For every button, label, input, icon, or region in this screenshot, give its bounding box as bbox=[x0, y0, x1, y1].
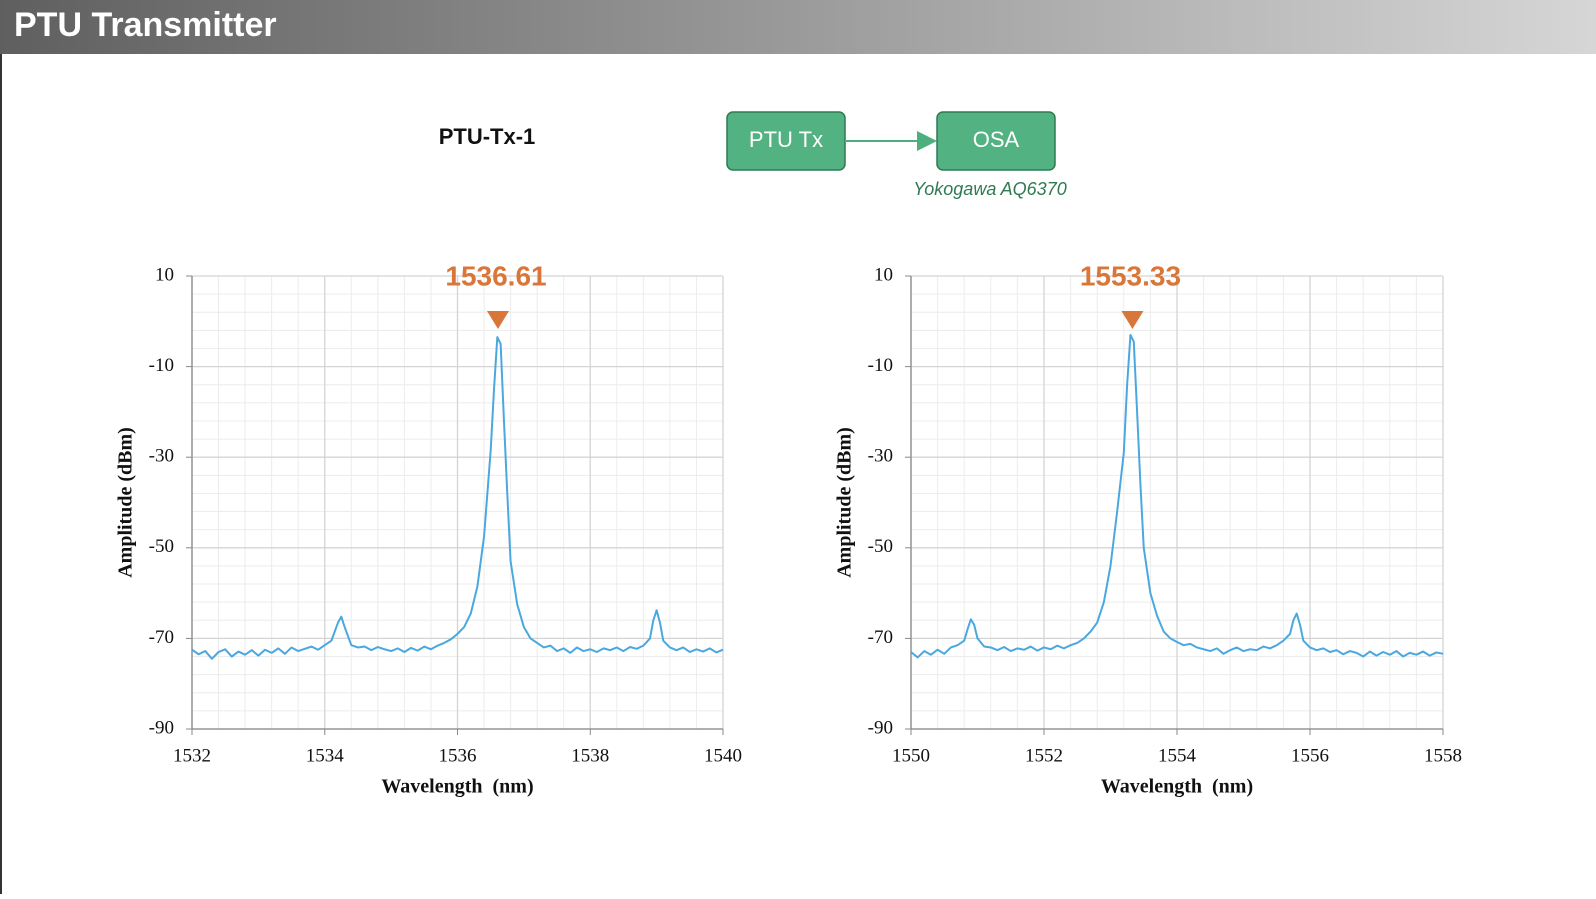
y-tick-label: -90 bbox=[149, 717, 174, 738]
y-tick-label: -30 bbox=[149, 446, 174, 467]
y-tick-label: -70 bbox=[149, 627, 174, 648]
x-tick-label: 1538 bbox=[571, 745, 609, 766]
device-title: PTU-Tx-1 bbox=[439, 124, 536, 149]
spectrum-line bbox=[191, 336, 724, 660]
node-label: OSA bbox=[973, 127, 1020, 152]
y-tick-label: -10 bbox=[868, 355, 893, 376]
x-tick-label: 1552 bbox=[1025, 745, 1063, 766]
y-tick-label: -50 bbox=[149, 536, 174, 557]
node-label: PTU Tx bbox=[749, 127, 823, 152]
peak-label: 1536.61 bbox=[445, 260, 546, 291]
peak-label: 1553.33 bbox=[1080, 260, 1181, 291]
y-axis-label: Amplitude (dBm) bbox=[834, 427, 856, 578]
node-caption: Yokogawa AQ6370 bbox=[913, 179, 1066, 199]
y-tick-label: -50 bbox=[868, 536, 893, 557]
x-tick-label: 1532 bbox=[173, 745, 211, 766]
y-tick-label: -90 bbox=[868, 717, 893, 738]
x-tick-label: 1534 bbox=[306, 745, 345, 766]
left-border bbox=[0, 54, 2, 894]
header-title: PTU Transmitter bbox=[14, 6, 277, 44]
x-axis-label: Wavelength (nm) bbox=[381, 776, 533, 798]
spectrum-line bbox=[910, 333, 1444, 659]
node-box bbox=[936, 111, 1056, 171]
y-tick-label: 10 bbox=[874, 264, 893, 285]
peak-marker bbox=[486, 311, 509, 329]
x-tick-label: 1558 bbox=[1424, 745, 1462, 766]
x-tick-label: 1554 bbox=[1158, 745, 1197, 766]
x-tick-label: 1540 bbox=[704, 745, 742, 766]
y-tick-label: -70 bbox=[868, 627, 893, 648]
x-axis-label: Wavelength (nm) bbox=[1101, 776, 1253, 798]
x-tick-label: 1536 bbox=[439, 745, 477, 766]
x-tick-label: 1556 bbox=[1291, 745, 1329, 766]
x-tick-label: 1550 bbox=[892, 745, 930, 766]
y-tick-label: -10 bbox=[149, 355, 174, 376]
header-bar bbox=[0, 0, 1596, 54]
y-tick-label: -30 bbox=[868, 446, 893, 467]
peak-marker bbox=[1121, 311, 1144, 329]
y-axis-label: Amplitude (dBm) bbox=[115, 427, 137, 578]
y-tick-label: 10 bbox=[155, 264, 174, 285]
